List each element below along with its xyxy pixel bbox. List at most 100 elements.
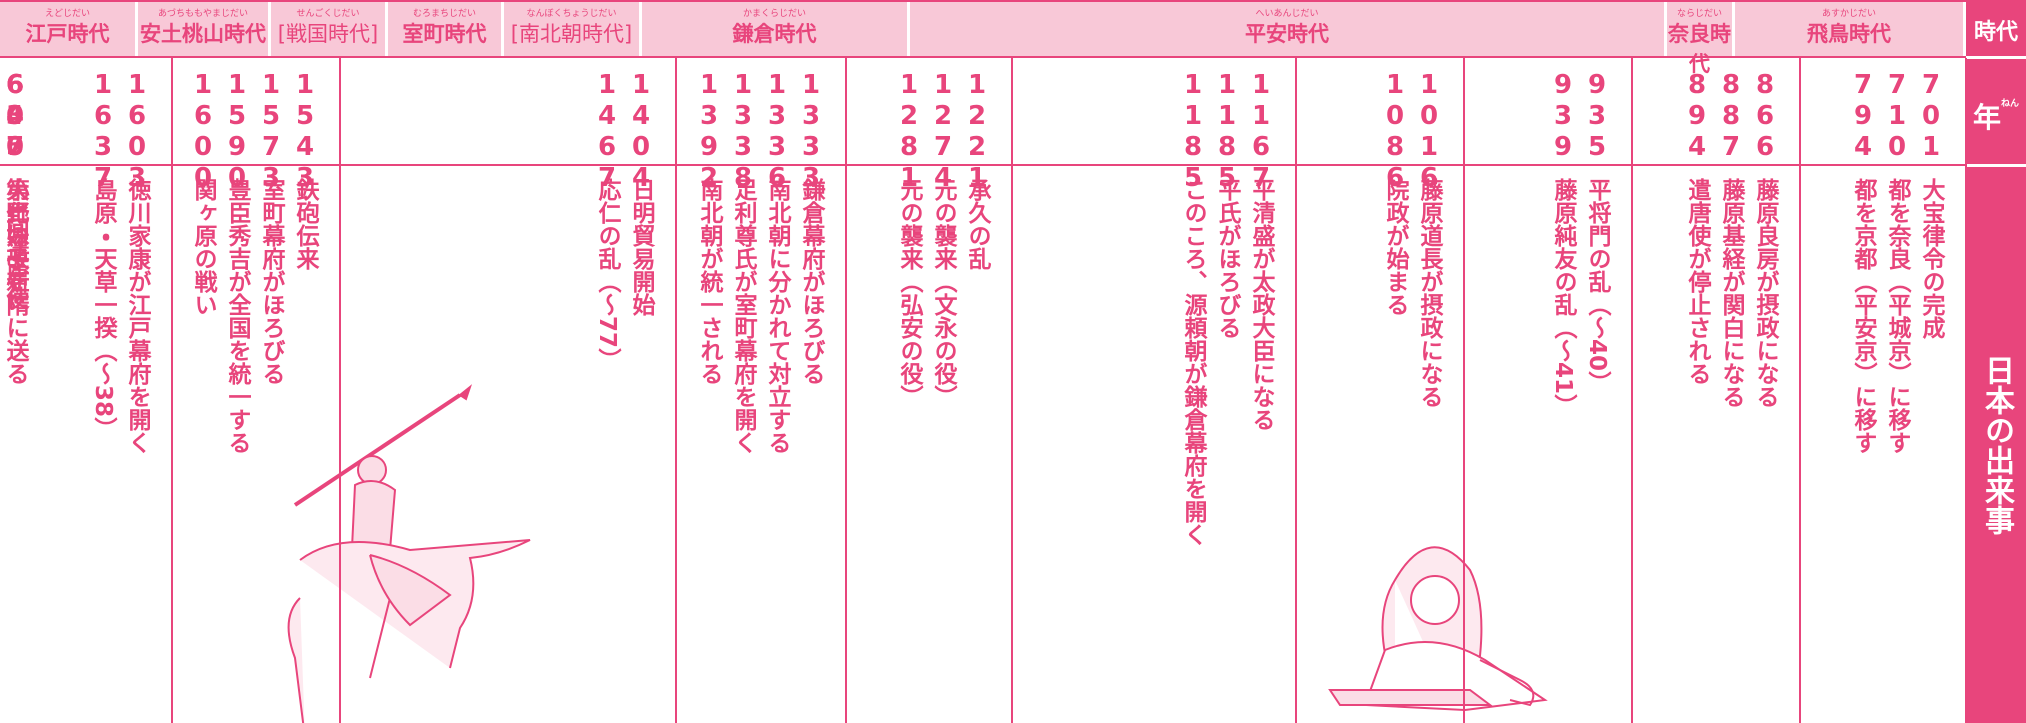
era-ruby: かまくらじだい <box>742 9 806 19</box>
year: 1392 <box>694 70 724 194</box>
era-cell: えどじだい 江戸時代 <box>0 2 138 56</box>
event: 藤原良房が摂政になる <box>1752 178 1778 408</box>
event: 藤原純友の乱（〜41） <box>1550 178 1576 418</box>
year: 1336 <box>762 70 792 194</box>
event: 関ヶ原の戦い <box>190 178 216 316</box>
event: 藤原基経が関白になる <box>1718 178 1744 408</box>
era-label: 時代 <box>1973 20 2018 45</box>
year: 630 <box>0 70 30 163</box>
event: 元の襲来（文永の役） <box>930 178 956 408</box>
year: 1281 <box>894 70 924 194</box>
era-cell: むろまちじだい 室町時代 <box>388 2 504 56</box>
year: 1573 <box>256 70 286 194</box>
column-rule <box>1799 58 1801 723</box>
era-ruby: あすかじだい <box>1821 9 1876 19</box>
era-ruby: ならじだい <box>1676 9 1722 19</box>
event: 都を奈良（平城京）に移す <box>1884 178 1910 454</box>
rule <box>0 164 1966 166</box>
era-cell: ならじだい 奈良時代 <box>1667 2 1735 76</box>
event: 島原・天草一揆（〜38） <box>90 178 116 441</box>
event: 鉄砲伝来 <box>292 178 318 270</box>
era-ruby: あづちももやまじだい <box>157 9 248 19</box>
year: 894 <box>1682 70 1712 163</box>
era-cell: あすかじだい飛鳥時代 <box>1735 2 1966 56</box>
event: 鎌倉幕府がほろびる <box>798 178 824 385</box>
event: 遣唐使が停止される <box>1684 178 1710 385</box>
event: このころ、源頼朝が鎌倉幕府を開く <box>1180 178 1206 546</box>
event: 院政が始まる <box>1382 178 1408 316</box>
era-cell: あづちももやまじだい安土桃山時代 <box>138 2 271 56</box>
year: 1590 <box>222 70 252 194</box>
event: 藤原道長が摂政になる <box>1416 178 1442 408</box>
era-name: 安土桃山時代 <box>140 22 266 46</box>
era-name: 飛鳥時代 <box>1807 22 1891 46</box>
era-ruby: なんぼくちょうじだい <box>526 9 617 19</box>
era-name: [戦国時代] <box>277 22 379 46</box>
era-cell: かまくらじだい鎌倉時代 <box>642 2 910 56</box>
event: 徳川家康が江戸幕府を開く <box>124 178 150 454</box>
column-rule <box>1631 58 1633 723</box>
year: 866 <box>1750 70 1780 163</box>
column-rule <box>1011 58 1013 723</box>
column-rule <box>1295 58 1297 723</box>
era-name: 奈良時代 <box>1668 22 1731 76</box>
year: 1338 <box>728 70 758 194</box>
era-ruby: せんごくじだい <box>296 9 360 19</box>
column-rule <box>845 58 847 723</box>
year: 645 <box>0 70 30 163</box>
year-ruby: ねん <box>2001 99 2020 109</box>
era-cell: せんごくじだい [戦国時代] <box>271 2 388 56</box>
year: 1185 <box>1178 70 1208 194</box>
year: 1404 <box>626 70 656 194</box>
event: 小野妹子を隋に送る <box>2 178 28 385</box>
year: 1603 <box>122 70 152 194</box>
year: 1185 <box>1212 70 1242 194</box>
event: 豊臣秀吉が全国を統一する <box>224 178 250 454</box>
year: 794 <box>1848 70 1878 163</box>
event: 大化の改新 <box>2 178 28 293</box>
year: 1467 <box>592 70 622 194</box>
events-label: 日本の出来事 <box>1979 355 2014 535</box>
column-rule <box>339 58 341 723</box>
event: 足利尊氏が室町幕府を開く <box>730 178 756 454</box>
event: 南北朝が統一される <box>696 178 722 385</box>
year-label-text: 年 <box>1972 101 2001 134</box>
year: 1167 <box>1246 70 1276 194</box>
year: 887 <box>1716 70 1746 163</box>
year: 1086 <box>1380 70 1410 194</box>
era-name: 鎌倉時代 <box>732 22 817 46</box>
rule <box>0 0 1966 2</box>
event: 承久の乱 <box>964 178 990 270</box>
column-rule <box>675 58 677 723</box>
event: 都を京都（平安京）に移す <box>1850 178 1876 454</box>
event: 日明貿易開始 <box>628 178 654 316</box>
year: 1016 <box>1414 70 1444 194</box>
column-rule <box>1965 58 1967 723</box>
lady-illustration <box>1328 546 1548 712</box>
event: 元の襲来（弘安の役） <box>896 178 922 408</box>
event: 平清盛が太政大臣になる <box>1248 178 1274 431</box>
year: 701 <box>1916 70 1946 163</box>
era-cell: なんぼくちょうじだい [南北朝時代] <box>504 2 642 56</box>
era-cell: へいあんじだい平安時代 <box>910 2 1667 56</box>
era-name: 平安時代 <box>1245 22 1329 46</box>
era-name: 室町時代 <box>402 22 487 46</box>
event: 大宝律令の完成 <box>1918 178 1944 339</box>
samurai-illustration <box>287 384 531 723</box>
event: 応仁の乱（〜77） <box>594 178 620 372</box>
event: 室町幕府がほろびる <box>258 178 284 385</box>
event: 南北朝に分かれて対立する <box>764 178 790 454</box>
era-name: [南北朝時代] <box>510 22 633 46</box>
era-ruby: へいあんじだい <box>1255 9 1319 19</box>
year: 710 <box>1882 70 1912 163</box>
rule <box>0 56 1966 58</box>
event: 第1回遣唐使 <box>2 178 28 310</box>
event: 平氏がほろびる <box>1214 178 1240 339</box>
side-column: 時代 年ねん 日本の出来事 <box>1966 0 2026 723</box>
year: 1333 <box>796 70 826 194</box>
year: 939 <box>1548 70 1578 163</box>
year: 607 <box>0 70 30 163</box>
rule <box>1966 56 2026 59</box>
year: 1221 <box>962 70 992 194</box>
